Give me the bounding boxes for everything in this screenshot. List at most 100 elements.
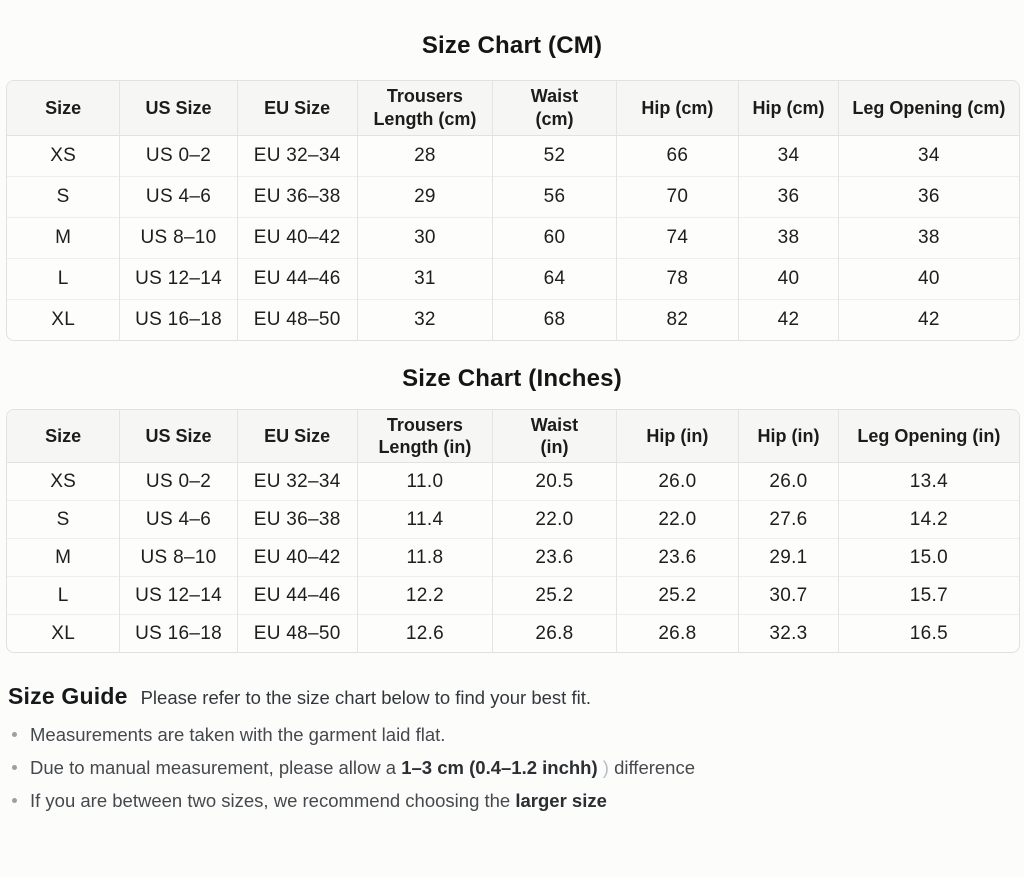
- table-cell: EU 32–34: [236, 462, 358, 501]
- column-header: Size: [7, 81, 120, 136]
- table-cell: 26.0: [615, 462, 739, 501]
- column-header: Hip (cm): [615, 81, 739, 136]
- column-header: EU Size: [236, 81, 358, 136]
- table-cell: 66: [615, 135, 739, 177]
- table-cell: 56: [492, 176, 617, 218]
- table-cell: 36: [738, 176, 839, 218]
- size-chart-inches-table-container: Size US Size EU Size Trousers Length (in) Wa…: [6, 409, 1020, 653]
- table-cell: 23.6: [615, 538, 739, 577]
- table-cell: 38: [837, 217, 1019, 259]
- table-row: XL US 16–18 EU 48–50 12.6 26.8 26.8 32.3 16.5: [7, 614, 1019, 652]
- table-cell: 42: [837, 299, 1019, 340]
- column-header: Leg Opening (cm): [837, 81, 1019, 136]
- table-cell: 20.5: [492, 462, 617, 501]
- bullet-icon: [12, 732, 17, 737]
- bullet-segment: Measurements are taken with the garment …: [30, 724, 446, 745]
- bullet-segment: ): [597, 757, 615, 778]
- table-cell: EU 48–50: [236, 614, 358, 652]
- table-cell: 74: [615, 217, 739, 259]
- table-cell: M: [7, 217, 120, 259]
- table-cell: 34: [837, 135, 1019, 177]
- table-cell: 16.5: [837, 614, 1019, 652]
- table-row: XS US 0–2 EU 32–34 28 52 66 34 34: [7, 135, 1019, 177]
- column-header: Hip (in): [615, 410, 739, 463]
- table-cell: US 8–10: [119, 217, 238, 259]
- table-cell: M: [7, 538, 120, 577]
- table-row: XS US 0–2 EU 32–34 11.0 20.5 26.0 26.0 13.4: [7, 462, 1019, 501]
- column-header: Trousers Length (cm): [356, 81, 493, 136]
- size-chart-cm-table: Size US Size EU Size Trousers Length (cm) Wa…: [7, 81, 1019, 340]
- column-header: US Size: [119, 81, 238, 136]
- table-cell: 30: [356, 217, 493, 259]
- bullet-segment: If you are between two sizes, we recomme…: [30, 790, 516, 811]
- column-header: Size: [7, 410, 120, 463]
- table-cell: 14.2: [837, 500, 1019, 539]
- table-cell: 22.0: [615, 500, 739, 539]
- size-chart-cm-title: Size Chart (CM): [421, 32, 603, 59]
- size-guide-header: Size Guide Please refer to the size char…: [8, 683, 1014, 710]
- column-header: Trousers Length (in): [356, 410, 493, 463]
- table-cell: EU 36–38: [236, 176, 358, 218]
- size-guide-bullet-item: If you are between two sizes, we recomme…: [8, 788, 1014, 813]
- table-cell: 11.4: [356, 500, 493, 539]
- table-cell: EU 36–38: [236, 500, 358, 539]
- bullet-icon: [12, 798, 17, 803]
- column-header: US Size: [119, 410, 238, 463]
- table-cell: 78: [615, 258, 739, 300]
- table-header-row: Size US Size EU Size Trousers Length (cm) Wa…: [7, 81, 1019, 136]
- bullet-segment: Due to manual measurement, please allow …: [30, 757, 402, 778]
- table-row: XL US 16–18 EU 48–50 32 68 82 42 42: [7, 299, 1019, 340]
- table-cell: 25.2: [615, 576, 739, 615]
- column-header: Waist (cm): [492, 81, 617, 136]
- table-cell: EU 44–46: [236, 258, 358, 300]
- bullet-segment: difference: [614, 757, 696, 778]
- table-cell: 70: [615, 176, 739, 218]
- column-header: Hip (cm): [738, 81, 839, 136]
- size-guide-heading: Size Guide: [8, 683, 128, 709]
- column-header: Hip (in): [738, 410, 839, 463]
- column-header: EU Size: [236, 410, 358, 463]
- table-cell: 60: [492, 217, 617, 259]
- bullet-text: Due to manual measurement, please allow …: [30, 755, 695, 780]
- table-cell: US 16–18: [119, 299, 238, 340]
- column-header: Waist (in): [492, 410, 617, 463]
- table-cell: EU 48–50: [236, 299, 358, 340]
- size-guide-bullet-item: Due to manual measurement, please allow …: [8, 755, 1014, 780]
- table-cell: S: [7, 500, 120, 539]
- table-cell: 26.0: [738, 462, 839, 501]
- table-cell: 22.0: [492, 500, 617, 539]
- table-cell: S: [7, 176, 120, 218]
- size-chart-cm-table-container: Size US Size EU Size Trousers Length (cm) Wa…: [6, 80, 1020, 341]
- table-cell: L: [7, 258, 120, 300]
- table-cell: 23.6: [492, 538, 617, 577]
- bullet-text: Measurements are taken with the garment …: [30, 722, 445, 747]
- table-cell: 82: [615, 299, 739, 340]
- table-row: L US 12–14 EU 44–46 31 64 78 40 40: [7, 258, 1019, 300]
- table-cell: EU 32–34: [236, 135, 358, 177]
- table-row: S US 4–6 EU 36–38 11.4 22.0 22.0 27.6 14.2: [7, 500, 1019, 539]
- table-cell: 29: [356, 176, 493, 218]
- table-cell: 28: [356, 135, 493, 177]
- bullet-text: If you are between two sizes, we recomme…: [30, 788, 607, 813]
- table-cell: L: [7, 576, 120, 615]
- table-cell: 64: [492, 258, 617, 300]
- size-guide-list: Measurements are taken with the garment …: [8, 722, 1014, 813]
- table-cell: 26.8: [615, 614, 739, 652]
- table-cell: 12.2: [356, 576, 493, 615]
- table-cell: 11.0: [356, 462, 493, 501]
- table-cell: 68: [492, 299, 617, 340]
- table-cell: 32: [356, 299, 493, 340]
- table-cell: 31: [356, 258, 493, 300]
- table-cell: XL: [7, 614, 120, 652]
- column-header: Leg Opening (in): [837, 410, 1019, 463]
- table-cell: 12.6: [356, 614, 493, 652]
- table-cell: EU 40–42: [236, 538, 358, 577]
- table-cell: 13.4: [837, 462, 1019, 501]
- table-cell: XS: [50, 470, 77, 492]
- table-cell: US 12–14: [119, 576, 238, 615]
- size-chart-inches-title: Size Chart (Inches): [402, 365, 622, 392]
- table-cell: EU 40–42: [236, 217, 358, 259]
- table-cell: US 0–2: [119, 135, 238, 177]
- table-cell: 15.7: [837, 576, 1019, 615]
- table-cell: US 12–14: [119, 258, 238, 300]
